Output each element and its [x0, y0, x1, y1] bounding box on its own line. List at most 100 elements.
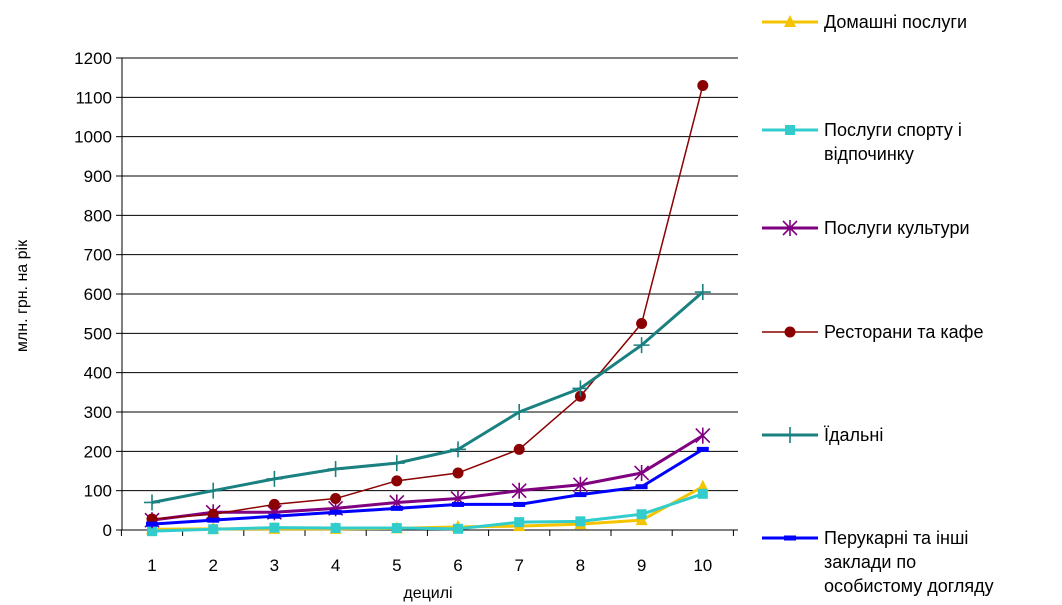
y-tick-label: 300	[84, 403, 112, 422]
data-point	[575, 516, 586, 527]
data-point	[696, 479, 709, 492]
legend-item: Ресторани та кафе	[762, 322, 983, 342]
x-tick-label: 10	[693, 556, 712, 575]
series-line	[151, 492, 704, 533]
x-axis-title: децилі	[403, 585, 452, 602]
series-layer	[144, 80, 711, 537]
series-6	[146, 446, 709, 527]
x-tick-label: 1	[147, 556, 156, 575]
axes	[116, 57, 738, 536]
y-tick-label: 800	[84, 206, 112, 225]
legend-label: Перукарні та інші заклади по особистому до…	[824, 528, 994, 596]
data-point	[694, 284, 711, 301]
y-tick-label: 900	[84, 167, 112, 186]
data-point	[636, 509, 647, 520]
data-point	[696, 446, 709, 452]
legend-marker	[782, 220, 798, 236]
data-point	[388, 455, 405, 472]
legend-item: Послуги культури	[762, 218, 970, 238]
data-point	[205, 482, 222, 499]
y-tick-label: 700	[84, 246, 112, 265]
series-3	[144, 427, 711, 529]
x-tick-label: 4	[331, 556, 340, 575]
legend-item: Їдальні	[762, 425, 883, 445]
data-point	[572, 476, 588, 493]
y-tick-label: 400	[84, 364, 112, 383]
legend: Домашні послуги Послуги спорту і відпочинк…	[762, 12, 994, 596]
data-point	[268, 513, 281, 519]
legend-label: Їдальні	[824, 425, 883, 445]
y-tick-label: 200	[84, 442, 112, 461]
data-point	[574, 492, 587, 498]
series-line	[151, 485, 704, 531]
series-line	[151, 448, 704, 526]
data-point	[572, 380, 589, 397]
data-point	[514, 517, 525, 528]
data-point	[635, 484, 648, 490]
data-point	[513, 501, 526, 507]
data-point	[452, 467, 464, 479]
data-point	[513, 443, 525, 455]
series-5	[144, 284, 711, 511]
y-axis-title: млн. грн. на рік	[14, 239, 31, 352]
y-tick-label: 600	[84, 285, 112, 304]
data-point	[634, 464, 650, 481]
data-point	[330, 523, 341, 534]
y-tick-label: 0	[103, 521, 112, 540]
data-point	[268, 498, 280, 510]
y-tick-label: 1000	[74, 128, 112, 147]
data-point	[636, 318, 648, 329]
y-tick-label: 500	[84, 324, 112, 343]
data-point	[266, 470, 283, 487]
series-line	[151, 434, 704, 522]
data-point	[453, 523, 463, 534]
data-point	[327, 461, 344, 478]
x-tick-label: 8	[576, 556, 585, 575]
data-point	[390, 505, 403, 511]
x-tick-label: 9	[637, 556, 646, 575]
data-point	[695, 427, 711, 444]
grid	[122, 57, 738, 492]
legend-label: Послуги спорту і відпочинку	[824, 120, 962, 164]
legend-marker	[784, 15, 796, 27]
legend-item: Перукарні та інші заклади по особистому до…	[762, 528, 994, 596]
x-tick-label: 7	[514, 556, 523, 575]
data-point	[452, 501, 464, 507]
legend-label: Домашні послуги	[824, 12, 967, 32]
data-point	[697, 488, 708, 499]
x-tick-label: 3	[270, 556, 279, 575]
y-tick-labels: 0 100 200 300 400 500 600 700 800 900 1000 1100 1200	[74, 49, 112, 540]
series-2	[147, 488, 708, 537]
data-point	[146, 521, 158, 527]
legend-marker	[785, 125, 795, 135]
data-point	[144, 494, 160, 511]
data-point	[329, 509, 342, 515]
series-line	[151, 85, 704, 520]
legend-marker	[784, 535, 796, 541]
data-point	[697, 80, 709, 92]
legend-marker	[782, 427, 798, 443]
x-tick-labels: 1 2 3 4 5 6 7 8 9 10	[147, 556, 712, 575]
series-line	[151, 290, 704, 504]
y-tick-label: 100	[84, 482, 112, 501]
legend-item: Послуги спорту і відпочинку	[762, 120, 962, 164]
data-point	[207, 508, 219, 520]
data-point	[633, 337, 650, 354]
data-point	[511, 482, 527, 499]
data-point	[450, 441, 466, 458]
data-point	[391, 475, 403, 487]
data-point	[208, 524, 219, 535]
data-point	[511, 404, 528, 420]
legend-label: Послуги культури	[824, 218, 970, 238]
legend-label: Ресторани та кафе	[824, 322, 983, 342]
y-tick-label: 1200	[74, 49, 112, 68]
data-point	[391, 523, 402, 534]
data-point	[147, 526, 157, 537]
y-tick-label: 1100	[75, 88, 112, 107]
data-point	[207, 517, 220, 523]
series-4	[146, 80, 709, 525]
x-tick-label: 5	[392, 556, 401, 575]
data-point	[269, 522, 280, 533]
x-tick-label: 6	[453, 556, 462, 575]
